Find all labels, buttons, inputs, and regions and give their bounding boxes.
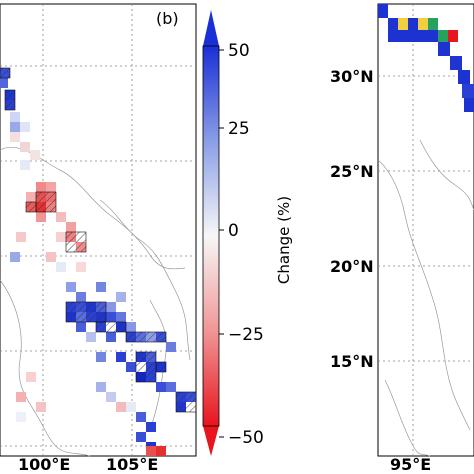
colorbar-label: Change (%) (275, 196, 293, 284)
colorbar-bottom-triangle (203, 426, 219, 456)
right-lat-label-15: 15°N (330, 352, 374, 371)
left-map-panel: (b) (0, 3, 197, 457)
right-lat-label-30: 30°N (330, 67, 374, 86)
right-lon-label-95: 95°E (390, 455, 431, 474)
colorbar-tick-50: 50 (228, 41, 250, 61)
left-lon-label-105: 105°E (106, 455, 158, 474)
right-map-panel (377, 3, 474, 457)
colorbar-tick-minus50: −50 (228, 428, 264, 448)
right-lat-label-25: 25°N (330, 162, 374, 181)
left-significance-hatching (0, 67, 197, 413)
colorbar-body (203, 46, 219, 426)
colorbar-tick-25: 25 (228, 119, 250, 139)
right-borders (377, 139, 474, 457)
colorbar-tick-minus25: −25 (228, 325, 264, 345)
right-lat-label-20: 20°N (330, 257, 374, 276)
colorbar (202, 10, 224, 456)
left-gridlines (0, 4, 196, 456)
left-panel-label: (b) (156, 9, 179, 28)
left-lon-label-100: 100°E (18, 455, 70, 474)
colorbar-tick-0: 0 (228, 221, 239, 241)
right-data-cells (378, 4, 474, 112)
colorbar-top-triangle (203, 10, 219, 46)
